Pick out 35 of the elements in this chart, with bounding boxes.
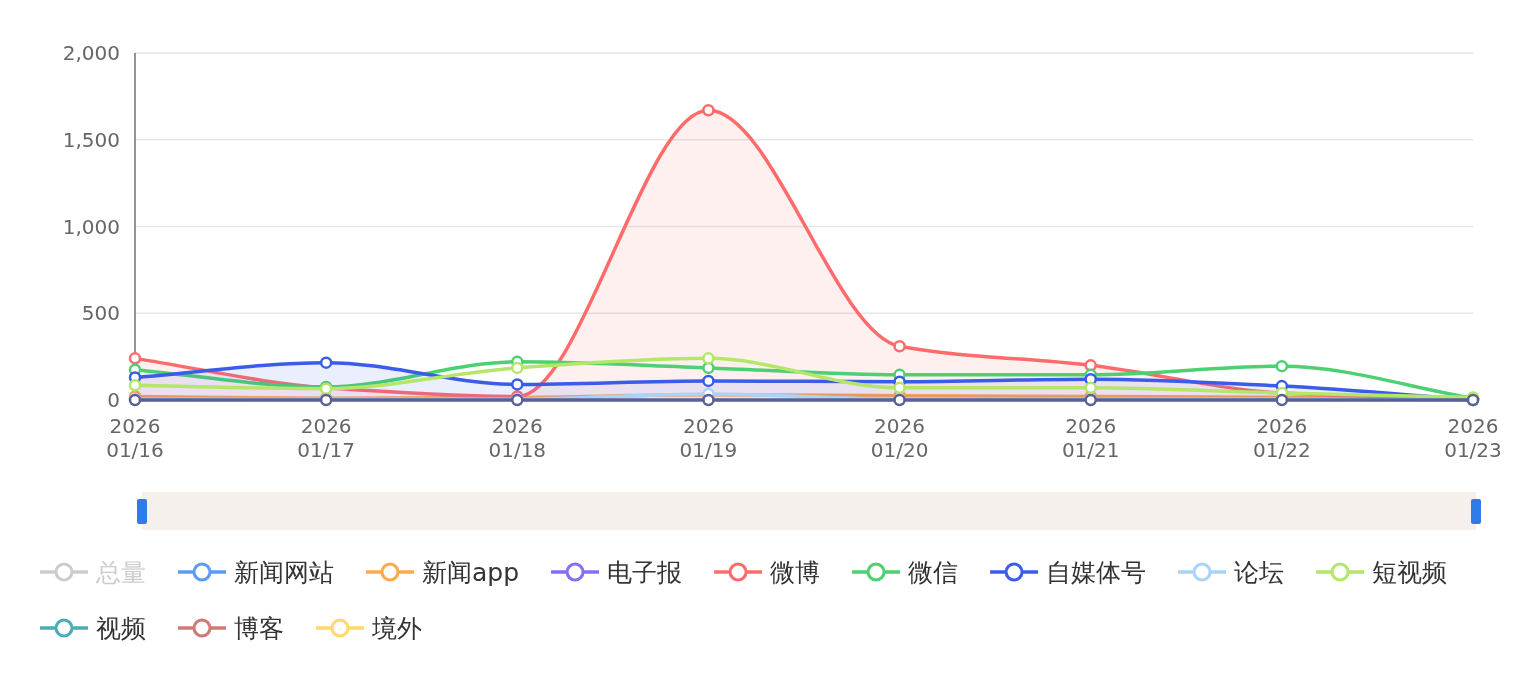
x-tick-label: 2026 01/23 (1444, 414, 1502, 462)
y-tick-label: 500 (81, 301, 120, 326)
y-tick-label: 1,500 (62, 127, 120, 152)
legend-label: 自媒体号 (1046, 558, 1147, 587)
legend-item: 博客 (178, 614, 284, 643)
legend-item: 新闻网站 (178, 558, 334, 587)
x-tick-label: 2026 01/20 (870, 414, 929, 462)
legend-label: 境外 (371, 614, 422, 643)
legend-label: 论坛 (1234, 558, 1285, 587)
legend-item: 视频 (40, 614, 146, 643)
x-tick-label: 2026 01/22 (1253, 414, 1311, 462)
legend-item: 新闻app (366, 558, 520, 587)
legend-item: 微博 (714, 558, 821, 587)
legend-item: 短视频 (1316, 558, 1448, 587)
x-tick-label: 2026 01/17 (297, 414, 355, 462)
legend-label: 博客 (234, 614, 284, 643)
legend-item: 论坛 (1178, 558, 1285, 587)
legend-label: 微信 (908, 558, 959, 587)
legend-label: 新闻app (422, 558, 520, 587)
legend-label: 电子报 (607, 558, 683, 587)
legend-item: 自媒体号 (990, 558, 1147, 587)
legend-label: 视频 (96, 614, 146, 643)
y-tick-label: 1,000 (62, 214, 120, 239)
x-tick-label: 2026 01/19 (679, 414, 738, 462)
x-tick-label: 2026 01/16 (106, 414, 164, 462)
legend-label: 短视频 (1372, 558, 1448, 587)
legend-label: 新闻网站 (234, 558, 334, 587)
legend-item: 境外 (316, 614, 422, 643)
y-tick-label: 0 (107, 388, 120, 412)
x-tick-label: 2026 01/21 (1061, 414, 1120, 462)
legend-label: 微博 (770, 558, 821, 587)
legend-item: 电子报 (551, 558, 683, 587)
x-tick-label: 2026 01/18 (488, 414, 547, 462)
legend-item: 微信 (852, 558, 959, 587)
y-tick-label: 2,000 (62, 41, 120, 65)
